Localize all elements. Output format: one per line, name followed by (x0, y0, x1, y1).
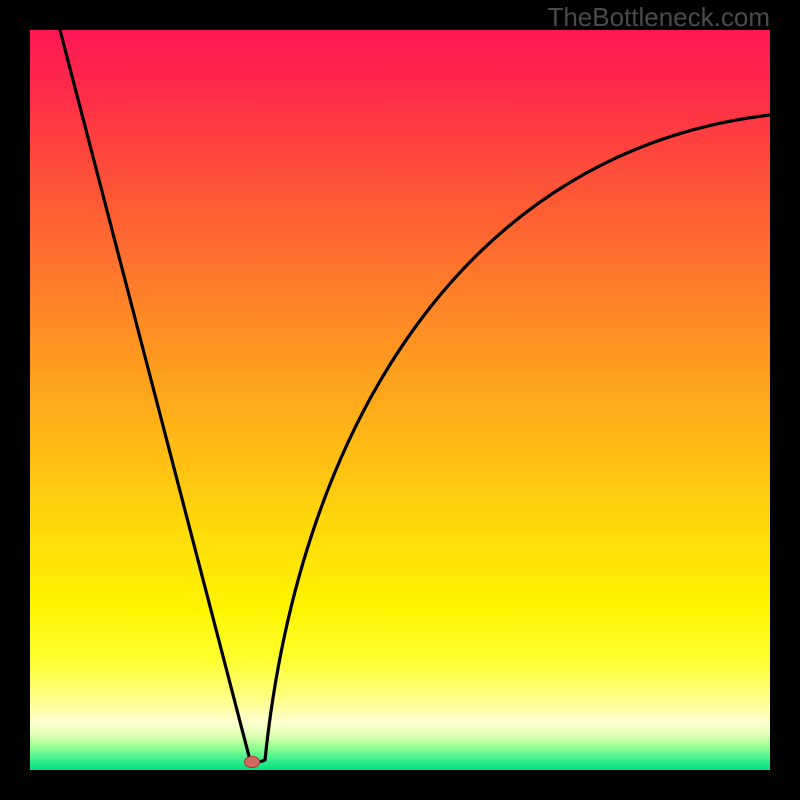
chart-frame: TheBottleneck.com (0, 0, 800, 800)
bottleneck-curve (0, 0, 800, 800)
trough-marker (244, 756, 260, 768)
watermark-text: TheBottleneck.com (547, 2, 770, 33)
